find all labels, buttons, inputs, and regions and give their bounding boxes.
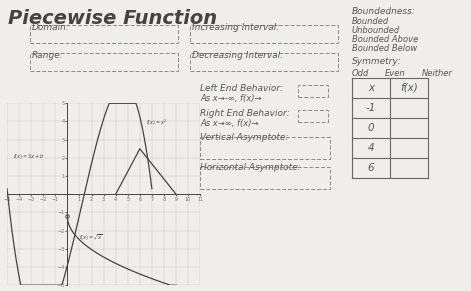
Text: Range:: Range: xyxy=(32,51,64,60)
Text: Bounded Above: Bounded Above xyxy=(352,35,418,44)
Text: Bounded Below: Bounded Below xyxy=(352,44,417,53)
Text: Right End Behavior:: Right End Behavior: xyxy=(200,109,290,118)
Text: Symmetry:: Symmetry: xyxy=(352,57,402,66)
Text: Decreasing Interval:: Decreasing Interval: xyxy=(192,51,283,60)
Text: Neither: Neither xyxy=(422,69,453,78)
Text: Piecewise Function: Piecewise Function xyxy=(8,9,217,28)
Text: Odd: Odd xyxy=(352,69,369,78)
Text: $f(x)=x^2$: $f(x)=x^2$ xyxy=(146,118,167,128)
Text: 0: 0 xyxy=(368,123,374,133)
Text: Bounded: Bounded xyxy=(352,17,389,26)
Text: Domain:: Domain: xyxy=(32,23,70,32)
Text: Boundedness:: Boundedness: xyxy=(352,7,416,16)
Text: Horizontal Asymptote:: Horizontal Asymptote: xyxy=(200,163,300,172)
Text: $f(x)=3x+b$: $f(x)=3x+b$ xyxy=(13,152,44,161)
Text: As x→-∞, f(x)→: As x→-∞, f(x)→ xyxy=(200,94,261,103)
Text: 6: 6 xyxy=(368,163,374,173)
Text: Left End Behavior:: Left End Behavior: xyxy=(200,84,283,93)
Text: Unbounded: Unbounded xyxy=(352,26,400,35)
Text: Increasing Interval:: Increasing Interval: xyxy=(192,23,279,32)
Text: As x→∞, f(x)→: As x→∞, f(x)→ xyxy=(200,119,259,128)
Text: Even: Even xyxy=(385,69,406,78)
Text: Vertical Asymptote:: Vertical Asymptote: xyxy=(200,133,289,142)
Text: f(x): f(x) xyxy=(400,83,418,93)
Text: $f(x)=\sqrt{x}$: $f(x)=\sqrt{x}$ xyxy=(80,233,103,243)
Text: 4: 4 xyxy=(368,143,374,153)
Text: -1: -1 xyxy=(366,103,376,113)
Text: x: x xyxy=(368,83,374,93)
